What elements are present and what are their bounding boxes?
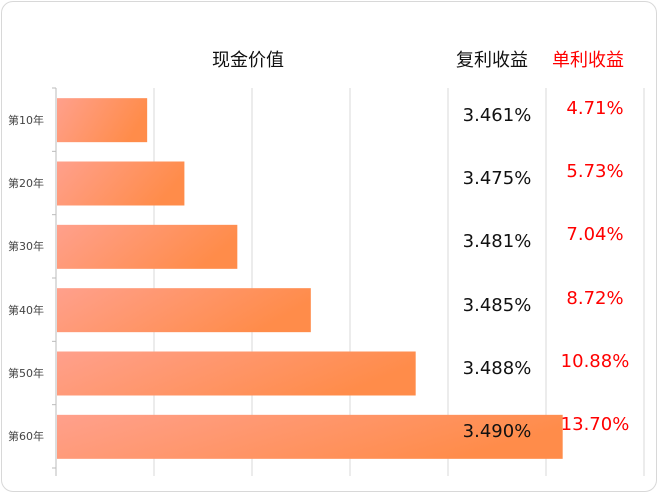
simple-return: 4.71% [566, 97, 624, 119]
bar [57, 414, 563, 459]
category-label: 第30年 [8, 240, 44, 254]
cash-value-header: 现金价值 [212, 50, 284, 71]
bar [57, 351, 416, 396]
compound-return: 3.490% [462, 421, 532, 443]
compound-return: 3.488% [462, 358, 532, 379]
bar [57, 98, 148, 143]
compound-header: 复利收益 [456, 50, 528, 71]
simple-return: 10.88% [560, 351, 630, 372]
simple-return: 8.72% [566, 287, 624, 309]
simple-header: 单利收益 [552, 50, 624, 71]
bar [57, 161, 185, 206]
bar [57, 224, 238, 269]
simple-return: 13.70% [560, 414, 630, 436]
compound-return: 3.481% [462, 231, 532, 253]
category-label: 第10年 [8, 113, 44, 127]
compound-return: 3.485% [462, 294, 532, 316]
simple-return: 5.73% [566, 161, 624, 182]
compound-return: 3.461% [462, 104, 532, 126]
category-label: 第60年 [8, 430, 44, 444]
category-label: 第50年 [8, 367, 44, 380]
category-label: 第20年 [8, 177, 44, 190]
category-label: 第40年 [8, 303, 44, 317]
compound-return: 3.475% [462, 168, 532, 189]
bar [57, 288, 311, 333]
simple-return: 7.04% [566, 224, 624, 246]
